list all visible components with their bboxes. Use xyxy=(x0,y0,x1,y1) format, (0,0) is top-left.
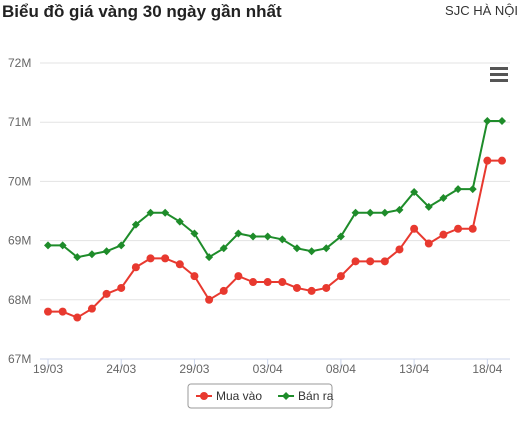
point-marker xyxy=(424,239,433,248)
point-marker xyxy=(307,247,316,256)
y-tick-label: 71M xyxy=(8,115,31,129)
point-marker xyxy=(278,235,287,244)
menu-bar xyxy=(490,79,508,82)
point-marker xyxy=(131,263,140,272)
point-marker xyxy=(44,307,52,316)
point-marker xyxy=(292,283,301,292)
point-marker xyxy=(278,278,287,287)
point-marker xyxy=(117,283,126,292)
point-marker xyxy=(263,278,272,287)
series-line xyxy=(48,120,502,259)
y-tick-label: 67M xyxy=(8,352,31,366)
point-marker xyxy=(395,205,404,214)
x-tick-label: 13/04 xyxy=(399,362,429,376)
point-marker xyxy=(395,245,404,254)
point-marker xyxy=(410,224,419,233)
point-marker xyxy=(117,241,126,250)
legend: Mua vào Bán ra xyxy=(187,383,334,409)
point-marker xyxy=(439,193,448,202)
point-marker xyxy=(468,185,477,194)
x-tick-label: 29/03 xyxy=(179,362,209,376)
series-line xyxy=(48,159,502,319)
menu-bar xyxy=(490,73,508,76)
point-marker xyxy=(58,307,67,316)
x-tick-label: 19/03 xyxy=(33,362,63,376)
point-marker xyxy=(44,241,52,250)
point-marker xyxy=(483,117,492,126)
legend-label: Bán ra xyxy=(298,389,334,403)
menu-button[interactable] xyxy=(490,67,508,82)
point-marker xyxy=(410,188,419,197)
point-marker xyxy=(190,272,199,281)
x-tick-label: 24/03 xyxy=(106,362,136,376)
point-marker xyxy=(498,156,506,165)
chart-title: Biểu đồ giá vàng 30 ngày gần nhất xyxy=(2,2,282,21)
point-marker xyxy=(454,224,463,233)
point-marker xyxy=(73,253,82,262)
point-marker xyxy=(366,208,375,217)
point-marker xyxy=(351,208,360,217)
point-marker xyxy=(175,217,184,226)
point-marker xyxy=(234,229,243,238)
point-marker xyxy=(58,241,67,250)
point-marker xyxy=(468,224,477,233)
point-marker xyxy=(322,283,331,292)
y-tick-label: 69M xyxy=(8,234,31,248)
point-marker xyxy=(351,257,360,266)
point-marker xyxy=(380,208,389,217)
y-tick-label: 68M xyxy=(8,293,31,307)
point-marker xyxy=(190,229,199,238)
point-marker xyxy=(439,230,448,239)
point-marker xyxy=(219,244,228,253)
point-marker xyxy=(205,295,214,304)
point-marker xyxy=(205,253,214,262)
point-marker xyxy=(161,254,170,263)
chart-subtitle: SJC HÀ NỘI xyxy=(445,3,518,18)
point-marker xyxy=(380,257,389,266)
legend-item[interactable]: Bán ra xyxy=(278,389,334,403)
point-marker xyxy=(424,202,433,211)
point-marker xyxy=(175,260,184,269)
point-marker xyxy=(146,254,155,263)
point-marker xyxy=(102,289,111,298)
point-marker xyxy=(146,208,155,217)
point-marker xyxy=(102,247,111,256)
legend-marker xyxy=(282,392,291,400)
point-marker xyxy=(292,244,301,253)
point-marker xyxy=(249,232,258,241)
legend-item[interactable]: Mua vào xyxy=(196,389,262,403)
y-tick-label: 70M xyxy=(8,174,31,188)
menu-bar xyxy=(490,67,508,70)
x-tick-label: 08/04 xyxy=(326,362,356,376)
point-marker xyxy=(219,286,228,295)
point-marker xyxy=(263,232,272,241)
point-marker xyxy=(73,313,82,322)
point-marker xyxy=(336,232,345,241)
legend-marker xyxy=(200,392,208,400)
point-marker xyxy=(307,286,316,295)
point-marker xyxy=(87,250,96,259)
point-marker xyxy=(498,117,506,126)
point-marker xyxy=(161,208,170,217)
legend-label: Mua vào xyxy=(216,389,262,403)
legend-box xyxy=(187,383,333,409)
point-marker xyxy=(87,304,96,313)
point-marker xyxy=(454,185,463,194)
point-marker xyxy=(249,278,258,287)
y-tick-label: 72M xyxy=(8,56,31,70)
point-marker xyxy=(336,272,345,281)
x-tick-label: 03/04 xyxy=(253,362,283,376)
point-marker xyxy=(234,272,243,281)
point-marker xyxy=(322,244,331,253)
x-tick-label: 18/04 xyxy=(472,362,502,376)
point-marker xyxy=(366,257,375,266)
point-marker xyxy=(483,156,492,165)
point-marker xyxy=(131,220,140,229)
